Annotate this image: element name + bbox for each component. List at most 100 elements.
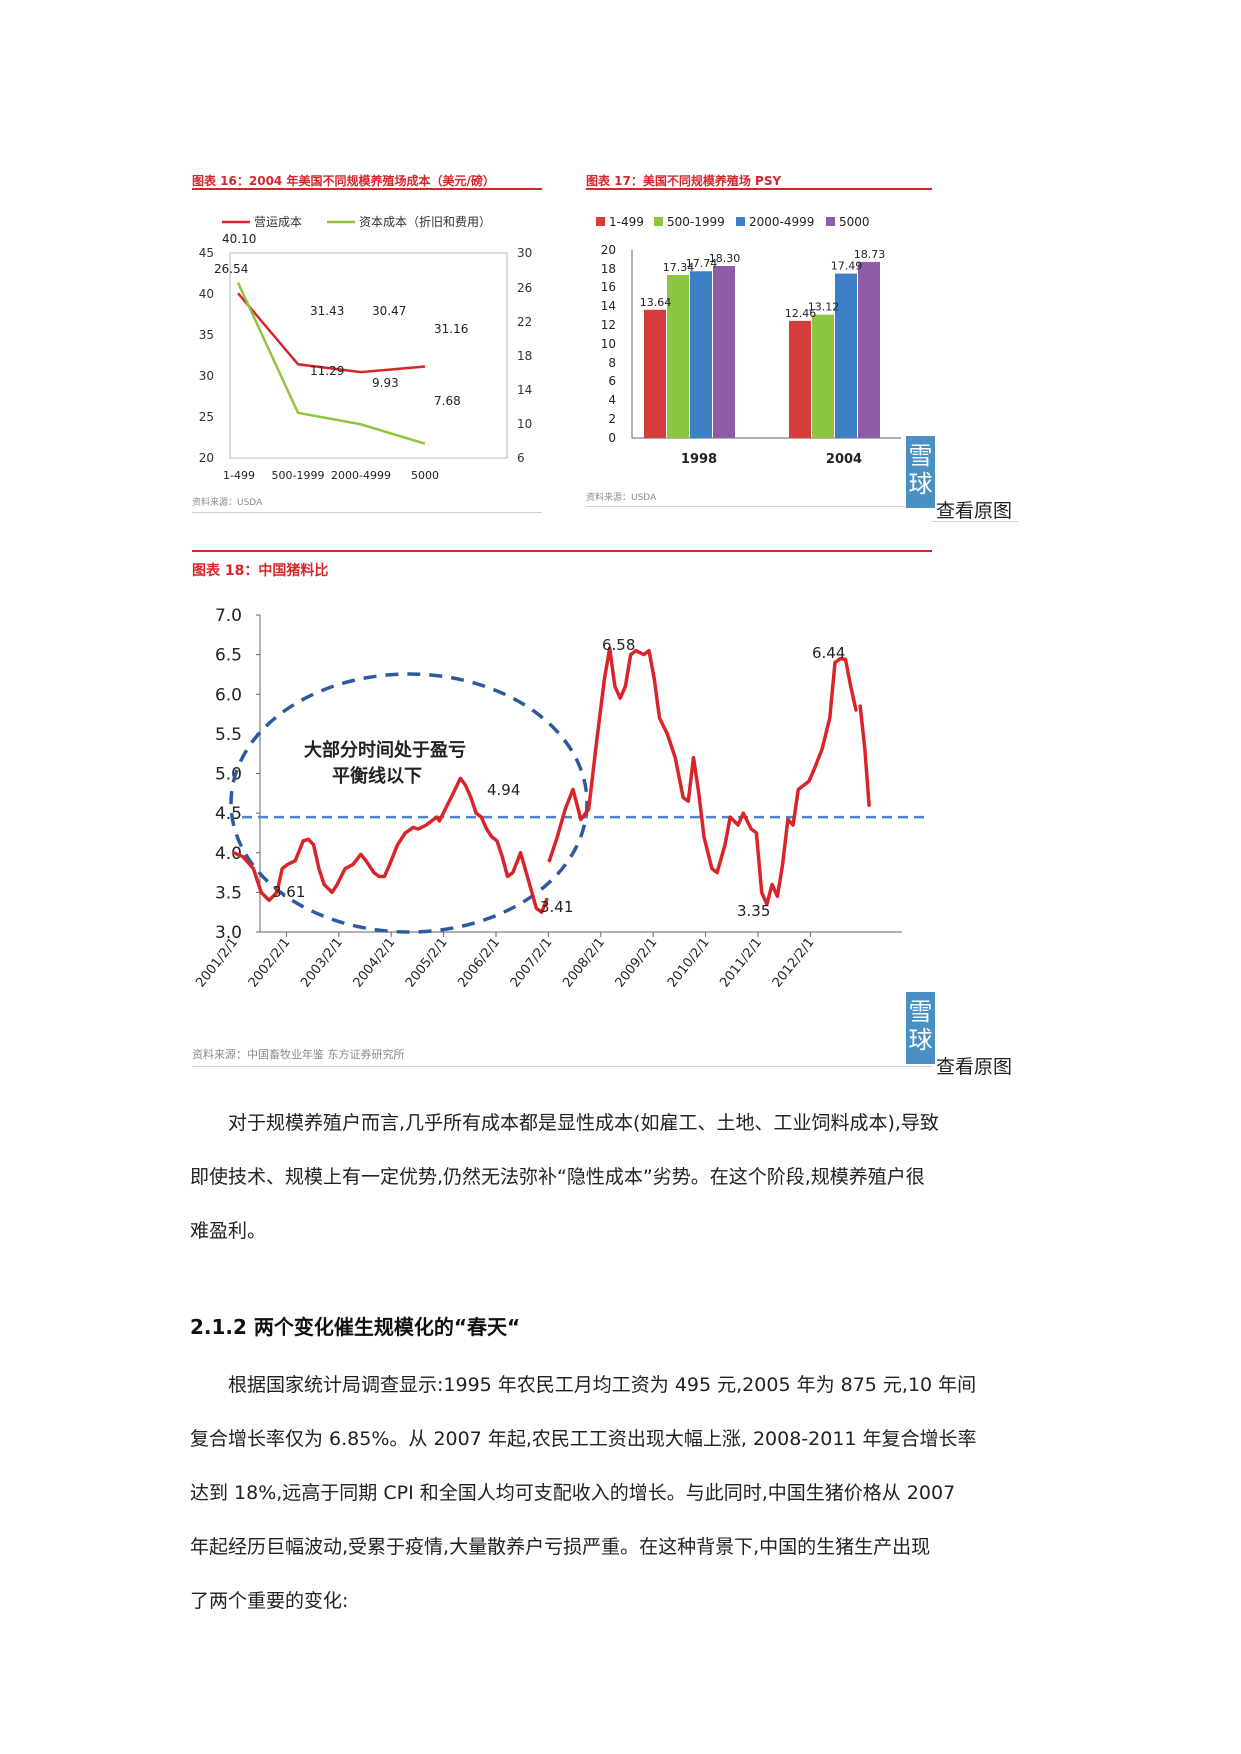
x-tick-label: 2007/2/1 <box>508 935 556 990</box>
bar-2004-500-1999 <box>812 314 834 438</box>
data-label: 9.93 <box>372 376 399 390</box>
legend-swatch <box>826 217 835 226</box>
legend-label: 2000-4999 <box>749 215 814 229</box>
figure-16-title-rule <box>192 188 542 190</box>
x-tick-label: 2008/2/1 <box>560 935 608 990</box>
legend-swatch <box>596 217 605 226</box>
figure-18-title: 图表 18：中国猪料比 <box>192 563 329 579</box>
bar-1998-1-499 <box>644 309 666 438</box>
y-left-tick: 35 <box>199 328 214 342</box>
y-tick: 8 <box>608 356 616 370</box>
figure-16-bottom-rule <box>192 512 542 513</box>
data-label: 31.16 <box>434 322 468 336</box>
figure-18-bottom-rule <box>192 1066 932 1067</box>
figure-18-top-rule <box>192 550 932 552</box>
figure-17-source: 资料来源：USDA <box>586 493 657 503</box>
paragraph-line: 复合增长率仅为 6.85%。从 2007 年起,农民工工资出现大幅上涨, 200… <box>190 1428 977 1450</box>
bar-2004-1-499 <box>789 320 811 438</box>
section-heading: 2.1.2 两个变化催生规模化的“春天“ <box>190 1315 521 1339</box>
data-label: 4.94 <box>487 781 520 799</box>
data-label: 30.47 <box>372 304 406 318</box>
y-tick: 12 <box>601 318 616 332</box>
data-label: 6.58 <box>602 636 635 654</box>
x-tick-label: 2009/2/1 <box>613 935 661 990</box>
y-tick: 5.0 <box>215 765 242 785</box>
highlight-ellipse <box>229 672 589 934</box>
figure-18-source: 资料来源：中国畜牧业年鉴 东方证券研究所 <box>192 1048 405 1061</box>
y-tick: 3.5 <box>215 883 242 903</box>
bar-1998-500-1999 <box>667 275 689 438</box>
y-tick: 7.0 <box>215 606 242 626</box>
xueqiu-char: 球 <box>908 1026 933 1054</box>
legend-swatch <box>654 217 663 226</box>
paragraph-1: 对于规模养殖户而言,几乎所有成本都是显性成本(如雇工、土地、工业饲料成本),导致… <box>190 1096 1050 1258</box>
x-tick-label: 1998 <box>681 452 717 467</box>
y-tick: 18 <box>601 262 616 276</box>
bar-2004-2000-4999 <box>835 273 857 438</box>
y-tick: 6 <box>608 374 616 388</box>
y-left-tick: 25 <box>199 410 214 424</box>
x-tick-label: 2000-4999 <box>331 469 391 482</box>
legend-label: 500-1999 <box>667 215 725 229</box>
bar-label: 18.30 <box>709 252 741 265</box>
y-tick: 6.5 <box>215 646 242 666</box>
data-label: 26.54 <box>214 262 248 276</box>
series-hog-feed-ratio <box>858 704 871 807</box>
paragraph-line: 难盈利。 <box>190 1220 267 1242</box>
data-label: 7.68 <box>434 394 461 408</box>
bar-label: 17.49 <box>831 260 863 273</box>
bar-label: 17.34 <box>663 261 695 274</box>
x-tick-label: 1-499 <box>223 469 255 482</box>
data-label: 3.41 <box>540 898 573 916</box>
plot-frame <box>229 252 508 459</box>
paragraph-line: 了两个重要的变化: <box>190 1590 349 1612</box>
figure-16-chart: 营运成本 资本成本（折旧和费用） 20 25 30 35 40 45 6 10 … <box>199 214 533 482</box>
bar-1998-2000-4999 <box>690 271 712 438</box>
xueqiu-char: 雪 <box>908 998 933 1026</box>
y-tick: 2 <box>608 412 616 426</box>
series-hog-feed-ratio <box>547 646 858 907</box>
figure-17-title: 图表 17：美国不同规模养殖场 PSY <box>586 174 782 188</box>
data-label: 3.61 <box>272 883 305 901</box>
figure-16-source: 资料来源：USDA <box>192 498 263 508</box>
data-label: 31.43 <box>310 304 344 318</box>
x-tick-label: 2006/2/1 <box>455 935 503 990</box>
legend-label: 1-499 <box>609 215 644 229</box>
bar-1998-5000 <box>713 265 735 438</box>
y-left-tick: 45 <box>199 246 214 260</box>
legend-label-operating: 营运成本 <box>254 215 302 229</box>
y-tick: 4.5 <box>215 804 242 824</box>
series-hog-feed-ratio <box>232 776 549 914</box>
figure-18-chart: 3.0 3.5 4.0 4.5 5.0 5.5 6.0 6.5 7.0 2001/2/1 2002… <box>193 606 927 990</box>
data-label: 6.44 <box>812 644 845 662</box>
y-tick: 5.5 <box>215 725 242 745</box>
y-left-tick: 20 <box>199 451 214 465</box>
view-original-link[interactable]: 查看原图 <box>936 500 1013 522</box>
x-tick-label: 5000 <box>411 469 439 482</box>
view-original-link[interactable]: 查看原图 <box>936 1056 1013 1078</box>
figure-16-title: 图表 16：2004 年美国不同规模养殖场成本（美元/磅） <box>192 174 495 188</box>
y-left-tick: 40 <box>199 287 214 301</box>
annotation-text: 大部分时间处于盈亏 <box>304 739 466 761</box>
xueqiu-logo[interactable]: 雪 球 <box>906 436 935 508</box>
bar-label: 12.46 <box>785 307 817 320</box>
xueqiu-logo[interactable]: 雪 球 <box>906 992 935 1064</box>
x-tick-label: 2012/2/1 <box>770 935 818 990</box>
series-capital-cost <box>236 282 426 445</box>
x-tick-label: 2010/2/1 <box>665 935 713 990</box>
y-left-tick: 30 <box>199 369 214 383</box>
xueqiu-char: 球 <box>908 470 933 498</box>
x-tick-label: 2004/2/1 <box>351 935 399 990</box>
x-tick-label: 2011/2/1 <box>717 935 765 990</box>
bar-label: 17.74 <box>686 257 718 270</box>
y-tick: 4 <box>608 393 616 407</box>
y-tick: 0 <box>608 431 616 445</box>
data-label: 40.10 <box>222 232 256 246</box>
paragraph-line: 达到 18%,远高于同期 CPI 和全国人均可支配收入的增长。与此同时,中国生猪… <box>190 1482 956 1504</box>
paragraph-line: 年起经历巨幅波动,受累于疫情,大量散养户亏损严重。在这种背景下,中国的生猪生产出… <box>190 1536 931 1558</box>
y-right-tick: 18 <box>517 349 532 363</box>
paragraph-2: 根据国家统计局调查显示:1995 年农民工月均工资为 495 元,2005 年为… <box>190 1358 1050 1628</box>
bar-label: 18.73 <box>854 248 886 261</box>
bar-label: 13.12 <box>808 301 840 314</box>
x-tick-label: 2004 <box>826 452 862 467</box>
